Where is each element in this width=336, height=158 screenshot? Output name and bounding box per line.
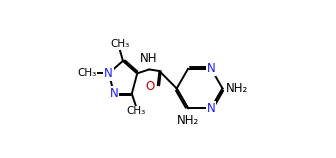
Text: NH₂: NH₂: [177, 114, 199, 127]
Text: CH₃: CH₃: [126, 106, 145, 116]
Text: NH: NH: [140, 52, 158, 65]
Text: N: N: [104, 67, 113, 80]
Text: NH₂: NH₂: [226, 82, 248, 95]
Text: O: O: [146, 79, 155, 93]
Text: N: N: [207, 102, 215, 115]
Text: N: N: [110, 87, 119, 100]
Text: CH₃: CH₃: [77, 68, 96, 78]
Text: N: N: [207, 62, 215, 75]
Text: CH₃: CH₃: [110, 39, 129, 49]
